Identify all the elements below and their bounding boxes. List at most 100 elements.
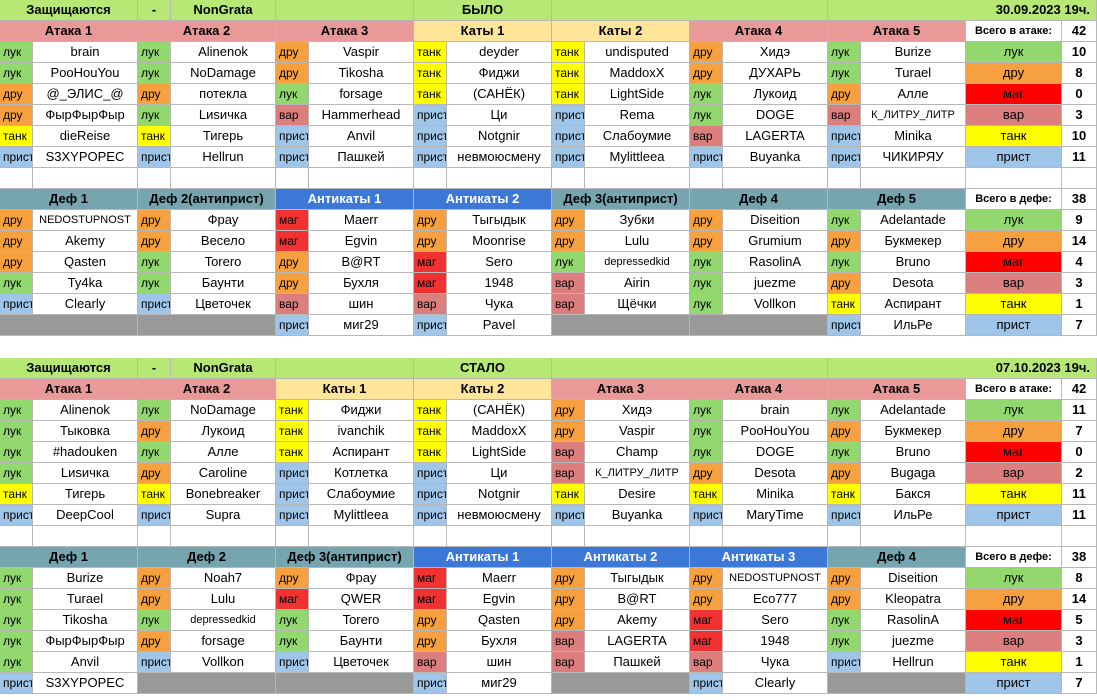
player-name[interactable]: #hadouken [33,442,138,463]
blank-cell[interactable] [414,168,447,189]
player-name[interactable]: NoDamage [171,63,276,84]
player-name[interactable]: Bonebreaker [171,484,276,505]
class-cell[interactable]: дру [276,42,309,63]
defenders-label[interactable]: Защищаются [0,0,138,21]
class-cell[interactable]: танк [552,84,585,105]
player-name[interactable]: MaryTime [723,505,828,526]
class-cell[interactable]: дру [138,568,171,589]
player-name[interactable]: Lulu [585,231,690,252]
player-name[interactable]: Sero [447,252,552,273]
class-cell[interactable]: маг [414,252,447,273]
empty-slot[interactable] [276,673,414,694]
player-name[interactable]: Тигерь [33,484,138,505]
player-name[interactable]: Desota [861,273,966,294]
summary-class[interactable]: прист [966,315,1062,336]
player-name[interactable]: ДУХАРЬ [723,63,828,84]
class-cell[interactable]: лук [828,42,861,63]
summary-class[interactable]: прист [966,673,1062,694]
summary-total[interactable]: 42 [1062,21,1097,42]
class-cell[interactable]: лук [690,442,723,463]
empty-slot[interactable] [828,673,966,694]
player-name[interactable]: Цветочек [309,652,414,673]
class-cell[interactable]: дру [828,84,861,105]
class-cell[interactable]: лук [690,421,723,442]
player-name[interactable]: Diseition [723,210,828,231]
player-name[interactable]: шин [309,294,414,315]
player-name[interactable]: Чука [723,652,828,673]
player-name[interactable]: juezme [861,631,966,652]
class-cell[interactable]: вар [276,294,309,315]
class-cell[interactable]: дру [138,210,171,231]
player-name[interactable]: Тыковка [33,421,138,442]
class-cell[interactable]: лук [828,63,861,84]
class-cell[interactable]: танк [828,484,861,505]
group-title[interactable]: Деф 4 [690,189,828,210]
player-name[interactable]: Чука [447,294,552,315]
class-cell[interactable]: дру [828,463,861,484]
class-cell[interactable]: дру [690,42,723,63]
class-cell[interactable]: лук [0,652,33,673]
clan-name[interactable]: NonGrata [171,0,276,21]
player-name[interactable]: Maerr [447,568,552,589]
class-cell[interactable]: танк [138,126,171,147]
player-name[interactable]: Lиsичка [33,463,138,484]
class-cell[interactable]: прист [414,673,447,694]
blank-cell[interactable] [828,168,861,189]
player-name[interactable]: Bugaga [861,463,966,484]
player-name[interactable]: 1948 [723,631,828,652]
date-cell[interactable]: 07.10.2023 19ч. [828,358,1097,379]
class-cell[interactable]: дру [138,589,171,610]
class-cell[interactable]: дру [552,231,585,252]
summary-class[interactable]: маг [966,442,1062,463]
blank-cell[interactable] [171,526,276,547]
group-title[interactable]: Атака 5 [828,21,966,42]
class-cell[interactable]: танк [414,421,447,442]
player-name[interactable]: Sero [723,610,828,631]
player-name[interactable]: (САНЁК) [447,84,552,105]
class-cell[interactable]: лук [828,442,861,463]
clan-name[interactable]: NonGrata [171,358,276,379]
group-title[interactable]: Антикаты 1 [414,547,552,568]
player-name[interactable]: Grumium [723,231,828,252]
class-cell[interactable]: маг [414,273,447,294]
class-cell[interactable]: дру [0,231,33,252]
class-cell[interactable]: танк [0,484,33,505]
group-title[interactable]: Каты 1 [276,379,414,400]
player-name[interactable]: Torero [309,610,414,631]
summary-title[interactable]: Всего в дефе: [966,189,1062,210]
player-name[interactable]: LightSide [585,84,690,105]
summary-class[interactable]: танк [966,484,1062,505]
player-name[interactable]: Airin [585,273,690,294]
player-name[interactable]: S3XYPOPEC [33,147,138,168]
empty-slot[interactable] [0,315,138,336]
class-cell[interactable]: маг [276,589,309,610]
class-cell[interactable]: танк [138,484,171,505]
blank-cell[interactable] [552,358,828,379]
player-name[interactable]: миг29 [447,673,552,694]
group-title[interactable]: Атака 4 [690,21,828,42]
player-name[interactable]: Фрау [171,210,276,231]
blank-cell[interactable] [723,526,828,547]
class-cell[interactable]: маг [276,210,309,231]
blank-cell[interactable] [33,168,138,189]
summary-class[interactable]: маг [966,252,1062,273]
player-name[interactable]: B@RT [309,252,414,273]
blank-cell[interactable] [138,168,171,189]
blank-cell[interactable] [552,168,585,189]
player-name[interactable]: Бухля [447,631,552,652]
class-cell[interactable]: дру [138,84,171,105]
player-name[interactable]: ivanchik [309,421,414,442]
summary-count[interactable]: 11 [1062,400,1097,421]
summary-title[interactable]: Всего в дефе: [966,547,1062,568]
player-name[interactable]: Bruno [861,442,966,463]
group-title[interactable]: Деф 1 [0,189,138,210]
class-cell[interactable]: дру [552,210,585,231]
player-name[interactable]: Баунти [171,273,276,294]
class-cell[interactable]: лук [276,610,309,631]
summary-count[interactable]: 2 [1062,463,1097,484]
class-cell[interactable]: прист [828,315,861,336]
class-cell[interactable]: прист [276,147,309,168]
class-cell[interactable]: дру [276,568,309,589]
blank-cell[interactable] [585,526,690,547]
summary-count[interactable]: 14 [1062,589,1097,610]
